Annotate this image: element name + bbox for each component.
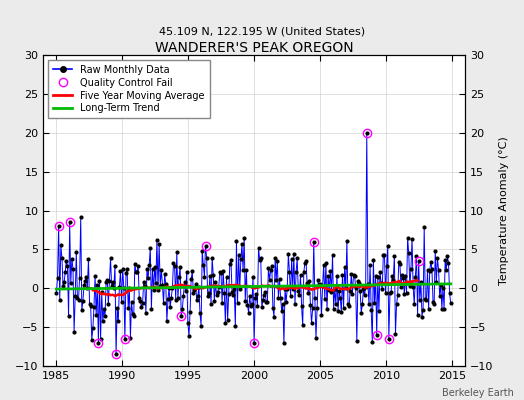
Title: WANDERER'S PEAK OREGON: WANDERER'S PEAK OREGON	[155, 41, 354, 55]
Legend: Raw Monthly Data, Quality Control Fail, Five Year Moving Average, Long-Term Tren: Raw Monthly Data, Quality Control Fail, …	[48, 60, 210, 118]
Text: Berkeley Earth: Berkeley Earth	[442, 388, 514, 398]
Y-axis label: Temperature Anomaly (°C): Temperature Anomaly (°C)	[499, 136, 509, 285]
Text: 45.109 N, 122.195 W (United States): 45.109 N, 122.195 W (United States)	[159, 26, 365, 36]
